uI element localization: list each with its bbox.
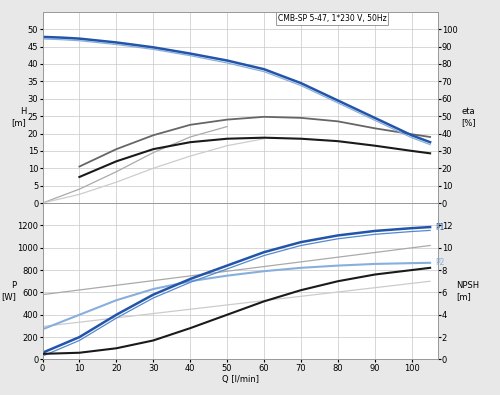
Y-axis label: P
[W]: P [W] [1, 281, 16, 301]
Text: CMB-SP 5-47, 1*230 V, 50Hz: CMB-SP 5-47, 1*230 V, 50Hz [278, 14, 386, 23]
Text: P1: P1 [436, 222, 445, 231]
Y-axis label: eta
[%]: eta [%] [462, 107, 476, 127]
Y-axis label: H
[m]: H [m] [12, 107, 26, 127]
X-axis label: Q [l/min]: Q [l/min] [222, 375, 258, 384]
Y-axis label: NPSH
[m]: NPSH [m] [456, 281, 479, 301]
Text: P2: P2 [436, 258, 445, 267]
